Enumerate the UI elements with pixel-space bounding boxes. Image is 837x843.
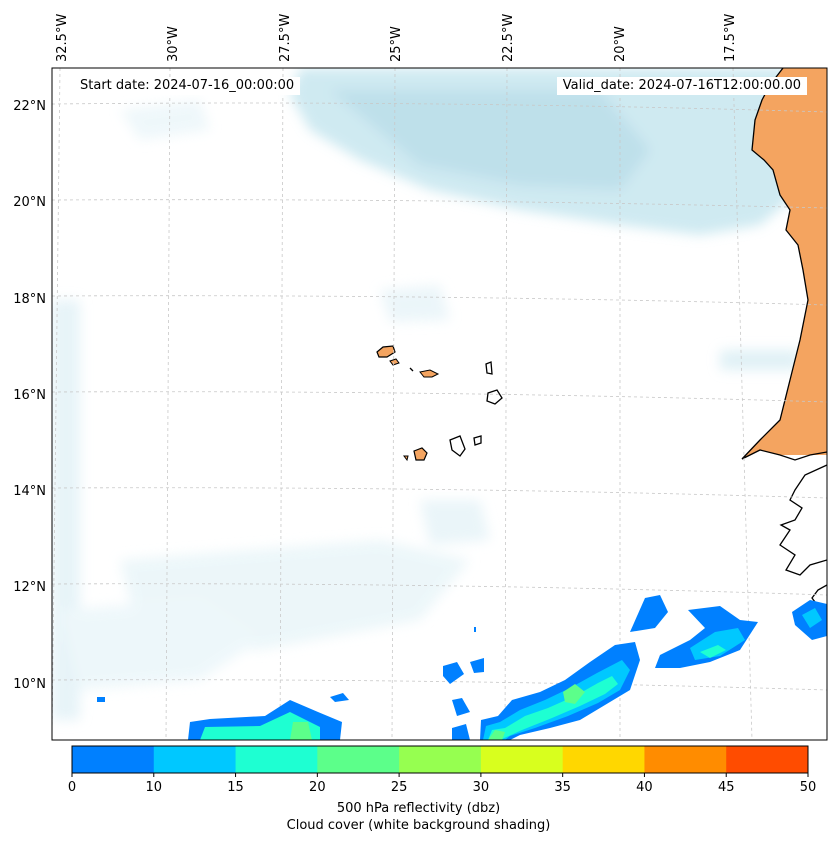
reflectivity-cell [290, 722, 312, 740]
colorbar-tick-label: 10 [146, 780, 163, 795]
latitude-label: 14°N [13, 484, 46, 499]
colorbar-tick-label: 0 [68, 780, 76, 795]
island-santo-antao [376, 345, 396, 358]
start-date-label: Start date: 2024-07-16_00:00:00 [74, 77, 301, 95]
longitude-labels: 32.5°W 30°W 27.5°W 25°W 22.5°W 20°W 17.5… [55, 14, 738, 62]
colorbar-frame [71, 745, 809, 774]
island-sao-vicente [389, 358, 400, 366]
reflectivity-cell [630, 595, 668, 632]
longitude-label: 27.5°W [278, 14, 293, 62]
longitude-label: 22.5°W [501, 14, 516, 62]
valid-date-label: Valid_date: 2024-07-16T12:00:00.00 [556, 77, 807, 95]
colorbar-tick-label: 30 [473, 780, 490, 795]
latitude-label: 16°N [13, 388, 46, 403]
colorbar-swatch [726, 746, 809, 773]
plot-frame [51, 67, 828, 741]
reflectivity-cell [700, 645, 726, 658]
reflectivity-cell [200, 712, 320, 740]
colorbar-tick-label: 40 [636, 780, 653, 795]
reflectivity-cell [443, 662, 464, 684]
reflectivity-cell [470, 658, 484, 673]
graticule [52, 68, 827, 740]
latitude-labels: 22°N 20°N 18°N 16°N 14°N 12°N 10°N [13, 99, 46, 692]
reflectivity-cell [97, 697, 105, 702]
longitude-label: 30°W [166, 26, 181, 62]
colorbar-ticks: 0 10 15 20 25 30 35 40 45 50 [68, 773, 816, 795]
colorbar-swatch [644, 746, 727, 773]
colorbar-swatches [72, 746, 809, 773]
reflectivity-main-band [488, 676, 618, 740]
longitude-label: 17.5°W [723, 14, 738, 62]
reflectivity-cell [563, 684, 585, 704]
reflectivity-cell [452, 724, 470, 740]
latitude-label: 10°N [13, 677, 46, 692]
colorbar-tick-label: 25 [391, 780, 408, 795]
coastline-layer [409, 68, 827, 607]
colorbar-sublabel: Cloud cover (white background shading) [286, 818, 551, 833]
colorbar-tick-label: 15 [227, 780, 244, 795]
colorbar-swatch [317, 746, 400, 773]
reflectivity-cell [488, 730, 505, 740]
reflectivity-cell [655, 606, 758, 668]
reflectivity-cell [330, 693, 349, 702]
longitude-label: 25°W [389, 26, 404, 62]
reflectivity-cell [474, 627, 476, 632]
colorbar-swatch [480, 746, 564, 773]
reflectivity-layer [97, 595, 827, 740]
colorbar-label: 500 hPa reflectivity (dbz) [336, 801, 501, 816]
colorbar-swatch [235, 746, 318, 773]
reflectivity-cell [452, 698, 470, 716]
latitude-label: 20°N [13, 195, 46, 210]
island-fogo [413, 447, 428, 461]
colorbar-tick-label: 20 [309, 780, 326, 795]
colorbar-swatch [153, 746, 237, 773]
island-sao-nicolau [419, 369, 440, 378]
island-brava [403, 455, 409, 462]
longitude-label: 20°W [613, 26, 628, 62]
colorbar: 0 10 15 20 25 30 35 40 45 50 [68, 745, 816, 795]
longitude-label: 32.5°W [55, 14, 70, 62]
colorbar-swatch [562, 746, 645, 773]
latitude-label: 22°N [13, 99, 46, 114]
colorbar-swatch [72, 746, 155, 773]
colorbar-tick-label: 50 [800, 780, 817, 795]
latitude-label: 12°N [13, 580, 46, 595]
cloud-cover-layer [52, 68, 800, 720]
colorbar-swatch [399, 746, 482, 773]
reflectivity-cell [802, 608, 822, 628]
land-layer [376, 68, 827, 462]
colorbar-tick-label: 35 [554, 780, 571, 795]
africa-mainland [742, 68, 827, 459]
colorbar-tick-label: 45 [718, 780, 735, 795]
latitude-label: 18°N [13, 292, 46, 307]
